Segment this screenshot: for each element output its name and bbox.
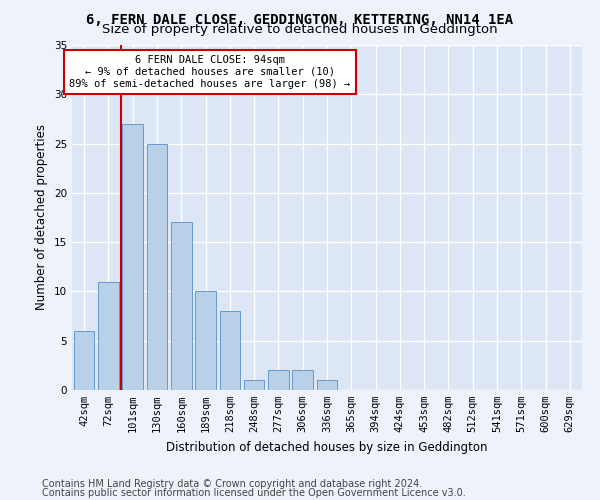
Bar [98, 282, 119, 390]
Text: 6, FERN DALE CLOSE, GEDDINGTON, KETTERING, NN14 1EA: 6, FERN DALE CLOSE, GEDDINGTON, KETTERIN… [86, 12, 514, 26]
Text: Size of property relative to detached houses in Geddington: Size of property relative to detached ho… [102, 22, 498, 36]
X-axis label: Distribution of detached houses by size in Geddington: Distribution of detached houses by size … [166, 440, 488, 454]
Text: Contains public sector information licensed under the Open Government Licence v3: Contains public sector information licen… [42, 488, 466, 498]
Bar [171, 222, 191, 390]
Bar [146, 144, 167, 390]
Bar [195, 292, 216, 390]
Bar [74, 331, 94, 390]
Bar [220, 311, 240, 390]
Bar [268, 370, 289, 390]
Y-axis label: Number of detached properties: Number of detached properties [35, 124, 49, 310]
Text: 6 FERN DALE CLOSE: 94sqm
← 9% of detached houses are smaller (10)
89% of semi-de: 6 FERN DALE CLOSE: 94sqm ← 9% of detache… [69, 56, 350, 88]
Bar [244, 380, 265, 390]
Bar [317, 380, 337, 390]
Bar [292, 370, 313, 390]
Text: Contains HM Land Registry data © Crown copyright and database right 2024.: Contains HM Land Registry data © Crown c… [42, 479, 422, 489]
Bar [122, 124, 143, 390]
